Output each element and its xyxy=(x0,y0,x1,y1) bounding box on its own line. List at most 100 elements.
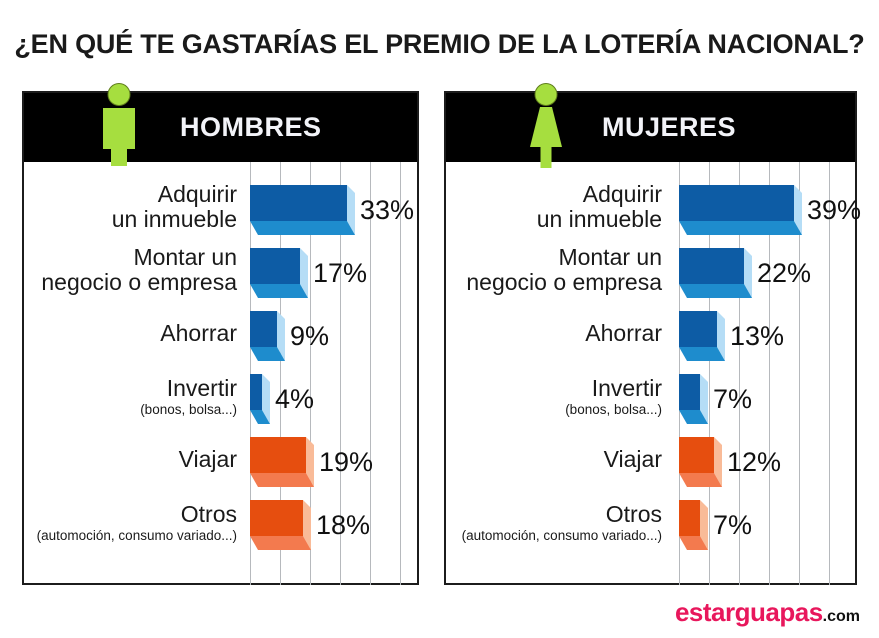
bar-front-face xyxy=(679,437,714,473)
category-label-line: Viajar xyxy=(603,445,662,472)
bar-value-label: 9% xyxy=(290,320,330,351)
bar-side-face xyxy=(717,311,725,361)
category-sublabel: (bonos, bolsa...) xyxy=(565,401,662,417)
bar-value-label: 18% xyxy=(316,509,371,540)
category-label-line: Ahorrar xyxy=(160,319,237,346)
category-sublabel: (bonos, bolsa...) xyxy=(140,401,237,417)
bar xyxy=(250,437,314,487)
chart-row: Viajar 12% xyxy=(446,437,855,493)
bar-front-face xyxy=(679,185,794,221)
bar-bottom-face xyxy=(250,347,285,361)
bar-bottom-face xyxy=(679,473,722,487)
category-label-line: Montar un xyxy=(558,244,662,270)
category-sublabel: (automoción, consumo variado...) xyxy=(36,527,237,543)
bar xyxy=(250,185,355,235)
chart-row: Ahorrar 13% xyxy=(446,311,855,367)
panel-title-hombres: HOMBRES xyxy=(180,112,322,142)
bar xyxy=(679,500,708,550)
bar-side-face xyxy=(277,311,285,361)
chart-row: Ahorrar 9% xyxy=(24,311,417,367)
bar-bottom-face xyxy=(250,536,311,550)
category-label: Viajar xyxy=(446,434,662,484)
bar-front-face xyxy=(250,248,300,284)
bar-value-label: 19% xyxy=(319,446,374,477)
category-label-line: un inmueble xyxy=(111,206,237,232)
chart-row: Invertir (bonos, bolsa...) 4% xyxy=(24,374,417,430)
category-label-line: Adquirir xyxy=(582,181,662,207)
bar-bottom-face xyxy=(250,473,314,487)
category-label: Adquirir un inmueble xyxy=(446,182,662,232)
category-label: Ahorrar xyxy=(24,308,237,358)
bar-bottom-face xyxy=(250,221,355,235)
bar-front-face xyxy=(250,437,306,473)
category-label: Montar un negocio o empresa xyxy=(446,245,662,295)
category-label: Invertir (bonos, bolsa...) xyxy=(24,371,237,421)
panel-header-hombres: HOMBRES xyxy=(24,83,417,166)
bar-side-face xyxy=(794,185,802,235)
bar-side-face xyxy=(303,500,311,550)
bar-front-face xyxy=(250,500,303,536)
category-label: Adquirir un inmueble xyxy=(24,182,237,232)
category-label-line: Adquirir xyxy=(157,181,237,207)
bar-side-face xyxy=(700,374,708,424)
category-label-line: Ahorrar xyxy=(585,319,662,346)
bar-front-face xyxy=(679,311,717,347)
category-label: Otros (automoción, consumo variado...) xyxy=(446,497,662,547)
bar-value-label: 4% xyxy=(275,383,315,414)
chart-row: Adquirir un inmueble 33% xyxy=(24,182,417,241)
bar-front-face xyxy=(250,311,277,347)
brand-logo-name: estarguapas xyxy=(674,597,823,627)
chart-row: Adquirir un inmueble 39% xyxy=(446,182,861,241)
category-sublabel: (automoción, consumo variado...) xyxy=(461,527,662,543)
bar-front-face xyxy=(679,248,744,284)
panel-mujeres: MUJERES Adquirir un inmueble 39% Montar un n… xyxy=(444,83,861,585)
bar-front-face xyxy=(679,374,700,410)
female-figure-icon xyxy=(530,83,562,168)
chart-row: Montar un negocio o empresa 22% xyxy=(446,245,855,304)
chart-row: Otros (automoción, consumo variado...) 7% xyxy=(446,500,855,556)
bar-value-label: 7% xyxy=(713,383,753,414)
category-label-line: Invertir xyxy=(591,374,662,401)
panel-title-mujeres: MUJERES xyxy=(602,112,737,142)
panel-header-mujeres: MUJERES xyxy=(446,83,855,168)
bar-bottom-face xyxy=(679,410,708,424)
bar-bottom-face xyxy=(679,347,725,361)
category-label-line: un inmueble xyxy=(536,206,662,232)
category-label: Montar un negocio o empresa xyxy=(24,245,237,295)
chart-row: Viajar 19% xyxy=(24,437,417,493)
bar-front-face xyxy=(250,374,262,410)
bar xyxy=(679,311,725,361)
bar xyxy=(250,248,308,298)
chart-row: Invertir (bonos, bolsa...) 7% xyxy=(446,374,855,430)
bar-value-label: 33% xyxy=(360,194,415,225)
bar-side-face xyxy=(262,374,270,424)
chart-row: Montar un negocio o empresa 17% xyxy=(24,245,417,304)
bar-value-label: 12% xyxy=(727,446,782,477)
bar-value-label: 13% xyxy=(730,320,785,351)
bar-side-face xyxy=(700,500,708,550)
bar-bottom-face xyxy=(250,284,308,298)
category-label-line: Viajar xyxy=(178,445,237,472)
bar xyxy=(250,374,270,424)
bar-side-face xyxy=(744,248,752,298)
bar-value-label: 7% xyxy=(713,509,753,540)
bar xyxy=(679,374,708,424)
bar-side-face xyxy=(306,437,314,487)
chart-area-mujeres: Adquirir un inmueble 39% Montar un negocio o… xyxy=(446,162,861,585)
category-label: Ahorrar xyxy=(446,308,662,358)
bar-bottom-face xyxy=(679,221,802,235)
bar xyxy=(679,185,802,235)
bar xyxy=(679,248,752,298)
male-figure-icon xyxy=(103,83,135,166)
chart-row: Otros (automoción, consumo variado...) 18% xyxy=(24,500,417,556)
category-label-line: negocio o empresa xyxy=(466,269,662,295)
bar-front-face xyxy=(679,500,700,536)
chart-area-hombres: Adquirir un inmueble 33% Montar un negocio o… xyxy=(24,162,417,585)
bar xyxy=(679,437,722,487)
bar-side-face xyxy=(714,437,722,487)
bar xyxy=(250,500,311,550)
category-label-line: negocio o empresa xyxy=(41,269,237,295)
bar-value-label: 17% xyxy=(313,257,368,288)
category-label-line: Invertir xyxy=(166,374,237,401)
